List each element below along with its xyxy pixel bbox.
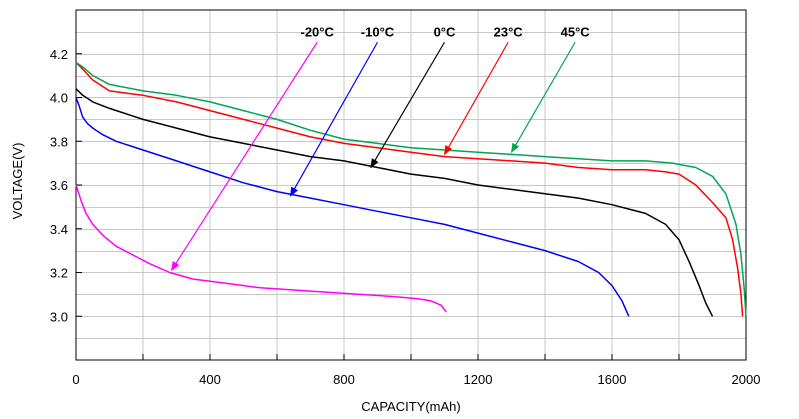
series-label: -20°C <box>301 24 335 39</box>
y-tick-label: 3.4 <box>50 222 68 237</box>
series-line--10c <box>75 97 630 317</box>
x-axis-title: CAPACITY(mAh) <box>361 399 460 414</box>
y-tick-label: 3.2 <box>50 266 68 281</box>
y-tick-label: 3.6 <box>50 178 68 193</box>
annotation-arrow <box>289 41 379 197</box>
series-label: 23°C <box>494 24 524 39</box>
series-label: -10°C <box>361 24 395 39</box>
x-axis-ticks: 0 400 800 1200 1600 2000 <box>72 354 760 387</box>
series-label: 45°C <box>561 24 591 39</box>
annotation-arrows: -20°C -10°C 0°C 23°C 45°C <box>170 24 591 272</box>
series-label: 0°C <box>434 24 456 39</box>
x-tick-label: 1600 <box>598 372 627 387</box>
grid-lines <box>76 10 746 360</box>
y-tick-label: 3.0 <box>50 309 68 324</box>
y-tick-label: 4.0 <box>50 91 68 106</box>
annotation-arrow <box>443 41 509 156</box>
x-tick-label: 1200 <box>464 372 493 387</box>
series-lines <box>75 61 747 317</box>
y-axis-ticks: 3.0 3.2 3.4 3.6 3.8 4.0 4.2 <box>50 47 82 324</box>
y-tick-label: 4.2 <box>50 47 68 62</box>
x-tick-label: 400 <box>199 372 221 387</box>
x-tick-label: 800 <box>333 372 355 387</box>
annotation-arrow <box>510 41 576 154</box>
annotation-arrow <box>370 41 446 169</box>
series-line-0c <box>75 88 714 317</box>
series-line-45c <box>75 61 747 317</box>
annotation-arrow <box>170 41 318 272</box>
x-tick-label: 2000 <box>732 372 761 387</box>
y-tick-label: 3.8 <box>50 134 68 149</box>
series-line-23c <box>75 61 744 317</box>
x-tick-label: 0 <box>72 372 79 387</box>
series-line--20c <box>75 184 447 313</box>
y-axis-title: VOLTAGE(V) <box>10 143 25 220</box>
